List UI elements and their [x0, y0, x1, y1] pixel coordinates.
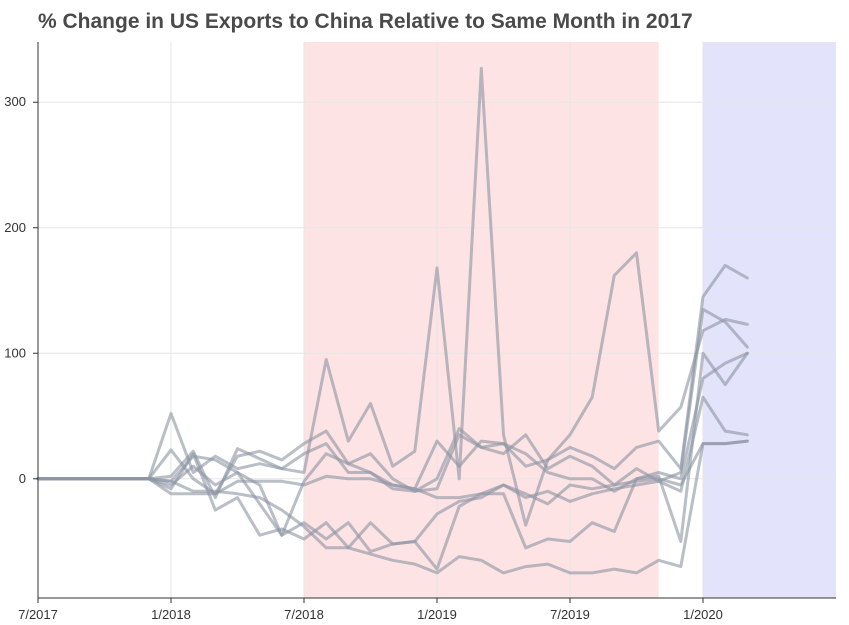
y-tick-label: 300 [4, 94, 26, 109]
chart-title: % Change in US Exports to China Relative… [38, 10, 693, 33]
y-axis-ticks: 0 100 200 300 [4, 94, 38, 486]
series-line-1 [36, 66, 749, 527]
series-line-8 [36, 439, 749, 575]
x-tick-label: 1/2020 [683, 607, 723, 622]
series-line-7 [36, 439, 749, 506]
series-lines [36, 66, 749, 575]
x-tick-label: 7/2017 [18, 607, 58, 622]
y-tick-label: 200 [4, 220, 26, 235]
x-tick-label: 1/2018 [151, 607, 191, 622]
y-tick-label: 100 [4, 345, 26, 360]
series-line-3 [36, 307, 749, 496]
y-tick-label: 0 [19, 471, 26, 486]
x-tick-label: 7/2018 [284, 607, 324, 622]
x-axis-ticks: 7/2017 1/2018 7/2018 1/2019 7/2019 1/2020 [18, 598, 723, 622]
x-tick-label: 1/2019 [417, 607, 457, 622]
shaded-region-0 [304, 42, 659, 598]
x-tick-label: 7/2019 [550, 607, 590, 622]
